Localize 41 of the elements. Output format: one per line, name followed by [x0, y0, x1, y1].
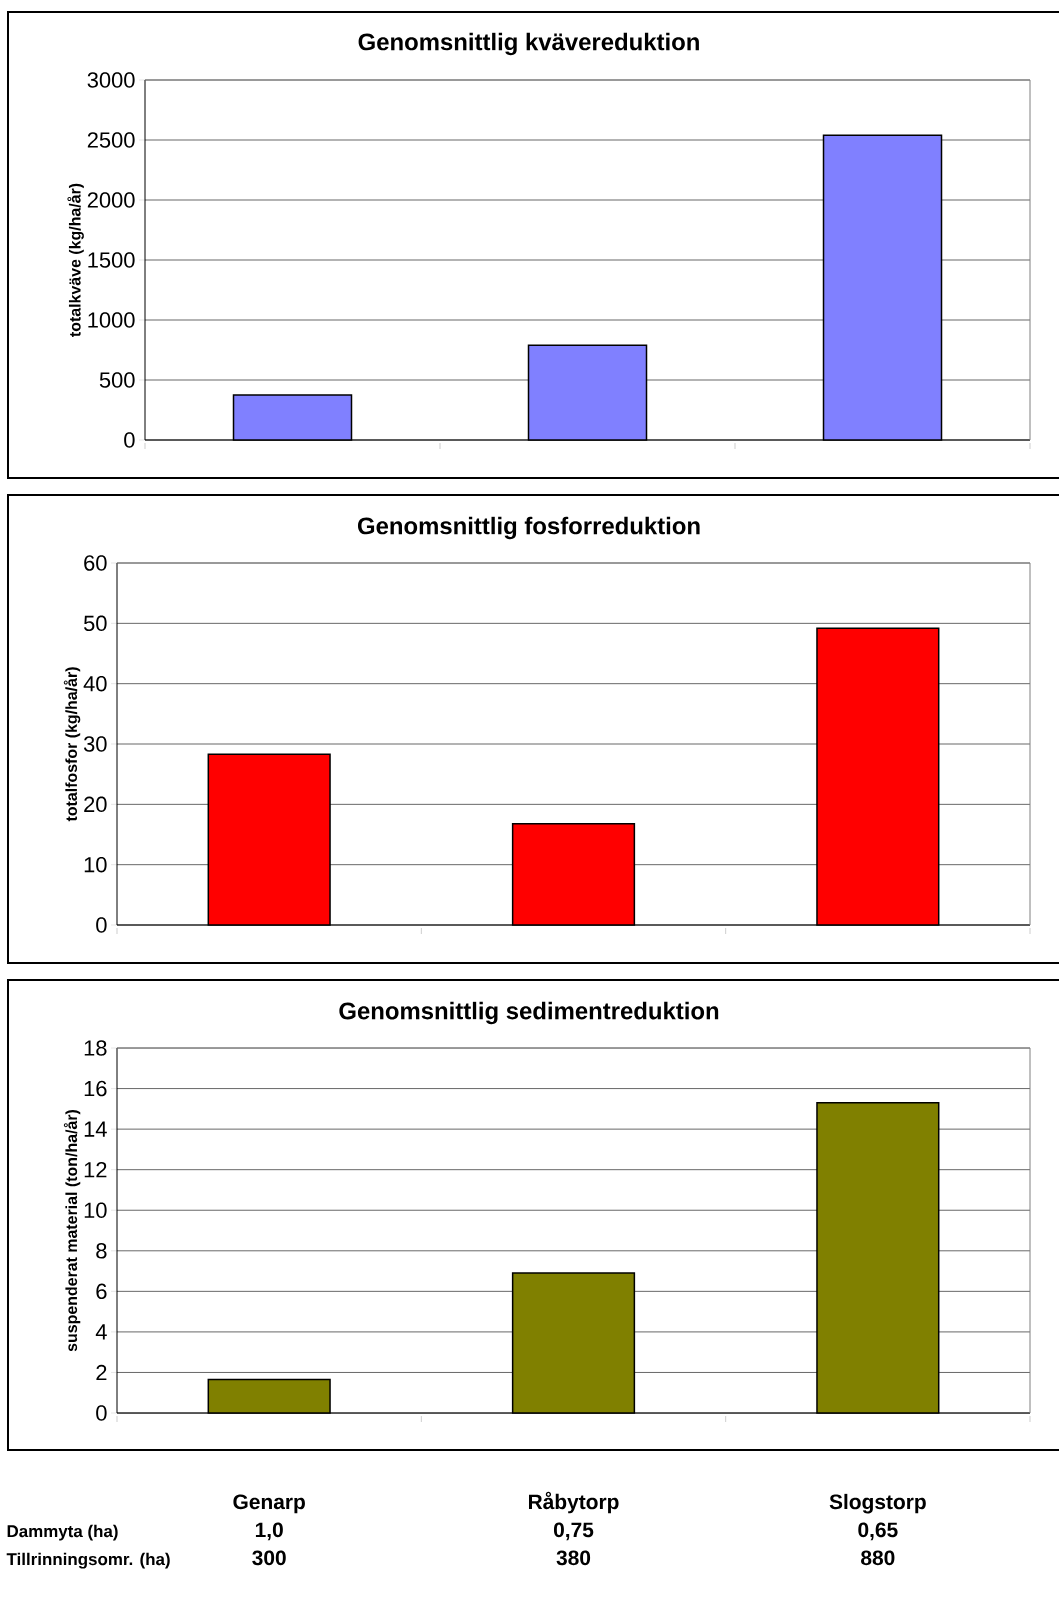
text: 0,75 [553, 1522, 594, 1541]
chart-title: Genomsnittlig fosforreduktion [357, 516, 700, 540]
chart-title: Genomsnittlig sedimentreduktion [339, 1001, 719, 1025]
text: 1,0 [255, 1522, 283, 1541]
y-tick-label: 18 [84, 1040, 107, 1056]
y-tick-label: 30 [83, 736, 107, 752]
y-tick-label: 4 [95, 1324, 107, 1340]
y-axis-title: totalkväve (kg/ha/år) [67, 183, 84, 337]
y-tick-label: 2 [96, 1364, 107, 1381]
y-tick-label: 0 [96, 1405, 107, 1421]
x-tick-label: Slogstorp [829, 1493, 926, 1514]
y-tick-label: 2500 [87, 132, 135, 148]
y-tick-label: 0 [124, 432, 135, 448]
y-tick-label: 10 [84, 1202, 107, 1218]
text: 380 [556, 1550, 591, 1566]
x-tick-label: Genarp [233, 1494, 305, 1514]
text: 880 [861, 1550, 895, 1566]
y-tick-label: 1000 [88, 312, 135, 328]
y-tick-label: 14 [84, 1121, 107, 1137]
text: 300 [252, 1550, 286, 1566]
y-axis-title: suspenderat material (ton/ha/år) [63, 1109, 81, 1352]
text: Tillrinningsomr. (ha) [6, 1552, 170, 1569]
y-tick-label: 2000 [87, 192, 135, 208]
y-tick-label: 60 [84, 555, 107, 571]
y-tick-label: 10 [84, 856, 107, 873]
text: Dammyta (ha) [7, 1524, 118, 1541]
y-tick-label: 12 [84, 1162, 107, 1178]
y-tick-label: 3000 [87, 72, 135, 88]
y-axis-title: totalfosfor (kg/ha/år) [63, 667, 81, 822]
y-tick-label: 1500 [88, 252, 135, 268]
y-tick-label: 16 [84, 1080, 107, 1097]
chart-title: Genomsnittlig kvävereduktion [358, 32, 699, 56]
y-tick-label: 0 [96, 917, 107, 933]
y-tick-label: 8 [96, 1243, 107, 1259]
text: 0,65 [858, 1522, 898, 1541]
y-tick-label: 40 [83, 675, 107, 692]
y-tick-label: 50 [83, 615, 107, 632]
x-tick-label: Råbytorp [529, 1491, 619, 1514]
y-tick-label: 20 [84, 796, 107, 813]
y-tick-label: 6 [96, 1283, 107, 1300]
y-tick-label: 500 [99, 372, 135, 388]
